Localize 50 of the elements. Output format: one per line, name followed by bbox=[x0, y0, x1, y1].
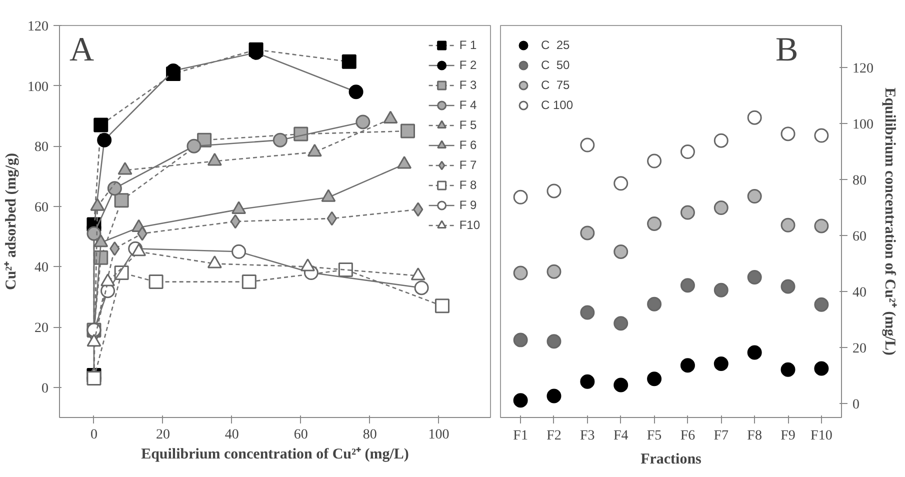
x-tick-label: F10 bbox=[810, 428, 832, 444]
y-tick-label: 40 bbox=[34, 260, 48, 276]
annotation: A bbox=[70, 32, 94, 68]
y-tick-label: 80 bbox=[34, 140, 48, 156]
y2-axis-title: Equilibrium concentration of Cu²⁺ (mg/L) bbox=[882, 88, 898, 356]
legend-label: C 100 bbox=[541, 98, 574, 112]
legend-label: F 7 bbox=[459, 158, 478, 172]
x-tick-label: F4 bbox=[613, 428, 628, 444]
x-tick-label: F3 bbox=[580, 428, 595, 444]
y-tick-label: 20 bbox=[34, 321, 48, 336]
x-tick-label: 60 bbox=[294, 428, 308, 442]
y2-tick-label: 80 bbox=[852, 174, 866, 188]
legend-label: C 50 bbox=[541, 58, 570, 72]
annotation: B bbox=[776, 32, 798, 68]
x-axis-title: Equilibrium concentration of Cu²⁺ (mg/L) bbox=[141, 446, 409, 462]
x-tick-label: 0 bbox=[90, 428, 98, 442]
x-tick-label: F1 bbox=[513, 428, 528, 444]
x-tick-label: 20 bbox=[156, 428, 170, 442]
legend-label: F 9 bbox=[459, 198, 478, 212]
legend-label: F 1 bbox=[459, 38, 478, 52]
x-tick-label: F6 bbox=[680, 428, 696, 444]
y-axis-title: Cu²⁺ adsorbed (mg/g) bbox=[4, 152, 20, 290]
x-tick-label: F2 bbox=[546, 428, 562, 444]
y-tick-label: 60 bbox=[34, 200, 48, 216]
legend-label: F 2 bbox=[459, 58, 478, 72]
y2-tick-label: 40 bbox=[852, 286, 866, 300]
legend-label: F10 bbox=[459, 218, 480, 232]
y2-tick-label: 0 bbox=[852, 398, 860, 412]
legend-label: F 4 bbox=[459, 98, 478, 112]
x-tick-label: F5 bbox=[646, 428, 662, 444]
y-tick-label: 0 bbox=[42, 381, 48, 396]
y2-tick-label: 100 bbox=[852, 118, 874, 132]
legend-label: F 6 bbox=[459, 138, 478, 152]
x-tick-label: F9 bbox=[780, 428, 796, 444]
x-axis-title: Fractions bbox=[640, 452, 702, 468]
y-tick-label: 120 bbox=[28, 20, 48, 34]
y2-tick-label: 120 bbox=[852, 62, 874, 76]
x-tick-label: F8 bbox=[747, 428, 762, 444]
y2-tick-label: 60 bbox=[852, 230, 866, 244]
x-tick-label: 80 bbox=[362, 428, 377, 442]
x-tick-label: 40 bbox=[224, 428, 239, 442]
y-tick-label: 100 bbox=[28, 80, 48, 95]
x-tick-label: F7 bbox=[714, 428, 729, 444]
x-tick-label: 100 bbox=[428, 428, 450, 442]
legend-label: F 3 bbox=[459, 78, 478, 92]
legend-label: F 5 bbox=[459, 118, 478, 132]
legend-label: C 75 bbox=[541, 78, 570, 92]
y2-tick-label: 20 bbox=[852, 342, 866, 356]
legend-label: C 25 bbox=[541, 38, 570, 52]
legend-label: F 8 bbox=[459, 178, 478, 192]
